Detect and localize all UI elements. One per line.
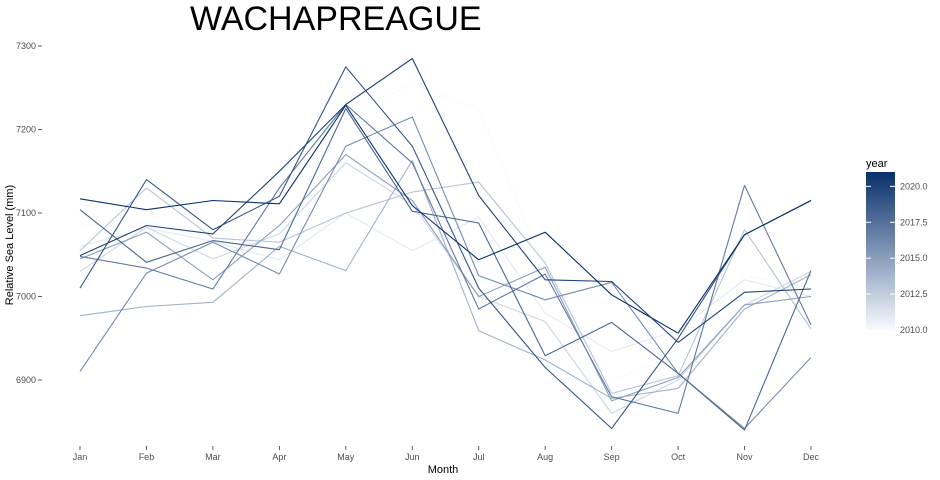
x-tick-label: May — [337, 452, 355, 462]
y-tick-label: 7300 — [16, 41, 36, 51]
x-tick-label: Dec — [803, 452, 820, 462]
x-tick-label: Sep — [604, 452, 620, 462]
series-line-2015 — [79, 154, 812, 402]
y-tick-label: 7100 — [16, 208, 36, 218]
series-line-2019 — [79, 66, 812, 429]
x-axis: Jan Feb Mar Apr May Jun Jul Aug Sep Oct Nov Dec — [73, 446, 820, 462]
legend-title: year — [866, 158, 888, 170]
x-tick-label: Jan — [73, 452, 88, 462]
y-axis-title: Relative Sea Level (mm) — [4, 185, 16, 305]
x-tick-label: Nov — [737, 452, 754, 462]
x-tick-label: Jul — [473, 452, 485, 462]
plot-area — [79, 57, 812, 431]
x-tick-label: Oct — [671, 452, 686, 462]
legend-label: 2015.0 — [900, 253, 928, 263]
chart-title: WACHAPREAGUE — [190, 0, 482, 38]
series-line-2011 — [79, 212, 812, 353]
x-tick-label: Feb — [139, 452, 155, 462]
legend: year 2010.0 2012.5 2015.0 2017.5 2020.0 — [866, 158, 928, 335]
series-line-2020 — [79, 57, 812, 343]
y-tick-label: 7000 — [16, 292, 36, 302]
legend-label: 2010.0 — [900, 325, 928, 335]
series-line-2013 — [79, 181, 812, 394]
legend-label: 2012.5 — [900, 289, 928, 299]
series-line-2017 — [79, 103, 812, 414]
legend-ticks: 2010.0 2012.5 2015.0 2017.5 2020.0 — [866, 181, 928, 335]
x-axis-title: Month — [428, 464, 459, 476]
x-tick-label: Jun — [405, 452, 420, 462]
series-line-2018 — [79, 108, 812, 431]
y-axis: 6900 7000 7100 7200 7300 — [16, 41, 42, 385]
series-line-2016 — [79, 116, 812, 429]
legend-colorbar — [866, 172, 895, 330]
x-tick-label: Aug — [537, 452, 553, 462]
legend-label: 2017.5 — [900, 217, 928, 227]
legend-label: 2020.0 — [900, 181, 928, 191]
x-tick-label: Apr — [272, 452, 286, 462]
x-tick-label: Mar — [205, 452, 221, 462]
y-tick-label: 6900 — [16, 375, 36, 385]
series-line-2021 — [79, 104, 812, 334]
y-tick-label: 7200 — [16, 125, 36, 135]
series-line-2010 — [79, 83, 812, 381]
series-line-2012 — [79, 162, 812, 414]
